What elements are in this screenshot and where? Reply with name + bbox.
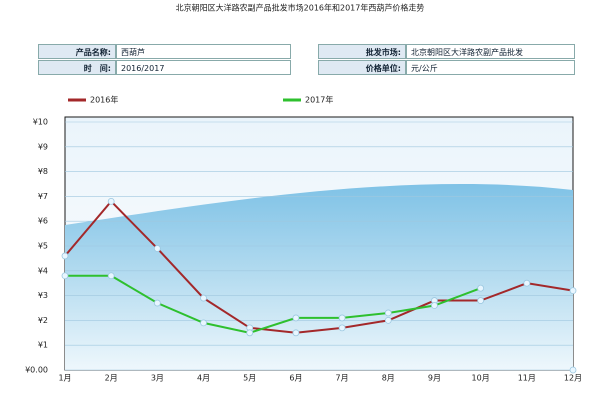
- data-point: [107, 272, 115, 280]
- info-value: 西葫芦: [116, 44, 291, 59]
- data-point: [338, 324, 346, 332]
- y-tick-label: ¥4: [38, 266, 48, 275]
- info-value: 2016/2017: [116, 60, 291, 75]
- y-tick-label: ¥2: [38, 316, 48, 325]
- info-label: 价格单位:: [318, 60, 406, 75]
- info-label: 时 间:: [38, 60, 116, 75]
- y-tick-label: ¥5: [38, 242, 48, 251]
- data-point: [61, 252, 69, 260]
- series-line: [64, 199, 574, 334]
- background-wave: [65, 184, 573, 370]
- data-point: [246, 329, 254, 337]
- y-tick-label: ¥7: [38, 192, 48, 201]
- data-point: [569, 287, 577, 295]
- data-point: [384, 316, 392, 324]
- x-tick-label: 4月: [197, 374, 210, 383]
- x-tick-label: 9月: [428, 374, 441, 383]
- data-point: [338, 314, 346, 322]
- y-tick-label: ¥9: [38, 142, 48, 151]
- info-value: 元/公斤: [406, 60, 575, 75]
- x-tick-label: 2月: [105, 374, 118, 383]
- info-value: 北京朝阳区大洋路农副产品批发: [406, 44, 575, 59]
- data-point: [477, 284, 485, 292]
- data-point: [200, 319, 207, 327]
- data-point: [569, 366, 577, 374]
- x-tick-label: 7月: [336, 374, 349, 383]
- data-point: [292, 329, 300, 337]
- data-point: [523, 279, 531, 287]
- legend-label: 2017年: [305, 95, 333, 105]
- data-point: [292, 314, 300, 322]
- chart-title: 北京朝阳区大洋路农副产品批发市场2016年和2017年西葫芦价格走势: [176, 3, 425, 13]
- data-point: [384, 309, 392, 317]
- x-tick-label: 5月: [243, 374, 256, 383]
- y-tick-label: ¥3: [38, 291, 48, 300]
- data-point: [153, 299, 161, 307]
- data-point: [107, 197, 115, 205]
- x-tick-label: 11月: [518, 374, 536, 383]
- y-tick-label: ¥10: [33, 118, 48, 127]
- data-point: [153, 245, 161, 252]
- y-tick-label: ¥8: [38, 167, 48, 176]
- x-tick-label: 8月: [382, 374, 395, 383]
- x-tick-label: 6月: [289, 374, 302, 383]
- x-tick-label: 10月: [472, 374, 490, 383]
- data-point: [431, 302, 438, 309]
- y-tick-label: ¥6: [38, 217, 48, 226]
- x-tick-label: 1月: [58, 374, 71, 383]
- x-tick-label: 12月: [564, 374, 582, 383]
- info-label: 批发市场:: [318, 44, 406, 59]
- data-point: [200, 294, 207, 302]
- data-point: [477, 297, 485, 304]
- info-label: 产品名称:: [38, 44, 116, 59]
- y-tick-label: ¥0.00: [25, 366, 48, 375]
- data-point: [61, 272, 69, 280]
- y-tick-label: ¥1: [38, 341, 48, 350]
- legend-label: 2016年: [90, 95, 118, 105]
- x-tick-label: 3月: [151, 374, 164, 383]
